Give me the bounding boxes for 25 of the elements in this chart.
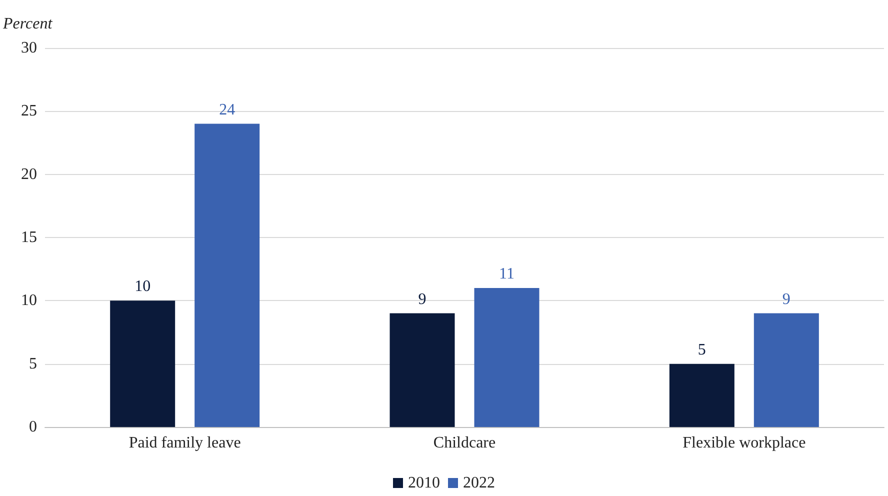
x-tick-label: Paid family leave (128, 434, 241, 452)
data-label: 9 (418, 290, 426, 308)
y-tick-label: 15 (21, 229, 37, 246)
y-tick-label: 5 (29, 355, 37, 372)
data-label: 24 (219, 101, 236, 118)
y-tick-label: 20 (21, 166, 37, 183)
bar (754, 313, 819, 427)
legend-label: 2022 (463, 474, 495, 492)
y-tick-label: 30 (21, 40, 37, 56)
data-label: 11 (499, 266, 514, 283)
y-tick-label: 0 (29, 418, 37, 436)
bar (669, 364, 734, 427)
data-label: 5 (698, 341, 706, 358)
x-tick-label: Flexible workplace (682, 434, 806, 452)
data-label: 10 (134, 278, 151, 296)
y-tick-label: 10 (21, 292, 37, 310)
data-label: 9 (782, 290, 790, 308)
bar (194, 124, 260, 427)
x-tick-label: Childcare (433, 434, 496, 452)
y-tick-label: 25 (21, 102, 37, 120)
bar (110, 300, 176, 427)
bar (390, 313, 455, 427)
bar (474, 288, 540, 427)
y-axis-title: Percent (2, 16, 53, 32)
legend-label: 2010 (408, 474, 440, 492)
